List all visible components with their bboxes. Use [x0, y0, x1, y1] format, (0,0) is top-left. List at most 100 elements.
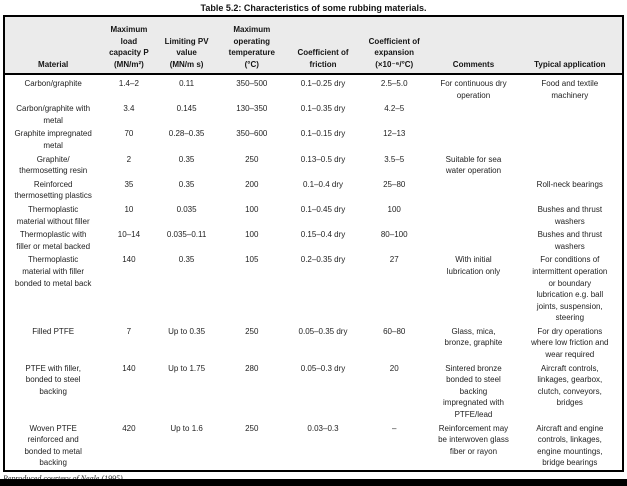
- cell-coefficient_of_friction: 0.05–0.35 dry: [298, 326, 348, 336]
- cell-max_operating_temperature: 250: [245, 423, 259, 433]
- cell-comments: [429, 127, 517, 152]
- cell-material: Carbon/graphite: [24, 79, 82, 88]
- cell-material: Thermoplastic with filler or metal backe…: [16, 230, 91, 251]
- cell-limiting_pv_value: 0.035–0.11: [166, 230, 207, 240]
- table-title: Table 5.2: Characteristics of some rubbi…: [200, 3, 427, 13]
- cell-comments: [429, 102, 517, 127]
- table-row: Carbon/graphite 1.4–2 0.11 350–500 0.1–0.25 …: [4, 74, 623, 102]
- column-header-max_operating_temperature: Maximum operating temperature (°C): [216, 16, 287, 75]
- table-row: Thermoplastic with filler or metal backe…: [4, 228, 623, 253]
- cell-limiting_pv_value: 0.35: [178, 255, 195, 265]
- cell-max_operating_temperature: 280: [245, 363, 259, 373]
- cell-comments: With initial lubrication only: [446, 255, 501, 276]
- table-header: Material Maximum load capacity P (MN/m²) L…: [4, 16, 623, 75]
- cell-material: Graphite impregnated metal: [14, 129, 92, 150]
- cell-coefficient_of_expansion: 4.2–5: [384, 104, 405, 114]
- table-row: PTFE with filler, bonded to steel backin…: [4, 362, 623, 422]
- table-row: Filled PTFE 7 Up to 0.35 250 0.05–0.35 dry 60…: [4, 325, 623, 362]
- table-body: Carbon/graphite 1.4–2 0.11 350–500 0.1–0.25 …: [4, 74, 623, 471]
- column-header-comments: Comments: [429, 16, 518, 75]
- cell-coefficient_of_expansion: 60–80: [383, 326, 406, 336]
- cell-max_operating_temperature: 100: [245, 230, 259, 240]
- cell-limiting_pv_value: 0.035: [176, 204, 197, 214]
- cell-material: Thermoplastic material without filler: [16, 204, 90, 226]
- table-row: Thermoplastic material with filler bonde…: [4, 253, 623, 325]
- table-row: Graphite/ thermosetting resin 2 0.35 250 0.1…: [4, 153, 623, 178]
- cell-typical_application: For conditions of intermittent operation…: [532, 255, 608, 323]
- cell-max_load_capacity: 10–14: [117, 230, 141, 240]
- cell-coefficient_of_expansion: 25–80: [383, 179, 406, 189]
- cell-max_load_capacity: 3.4: [123, 104, 135, 114]
- cell-max_operating_temperature: 350–600: [236, 129, 268, 139]
- rubbing-materials-table: Material Maximum load capacity P (MN/m²) L…: [3, 15, 624, 472]
- column-header-coefficient_of_friction: Coefficient of friction: [286, 16, 360, 75]
- cell-typical_application: [518, 153, 623, 178]
- cell-coefficient_of_friction: 0.05–0.3 dry: [300, 363, 346, 373]
- cell-comments: [429, 228, 517, 253]
- cell-typical_application: Bushes and thrust washers: [537, 204, 603, 226]
- cell-typical_application: [518, 102, 623, 127]
- cell-max_operating_temperature: 350–500: [236, 79, 268, 88]
- cell-max_operating_temperature: 100: [245, 204, 259, 214]
- cell-limiting_pv_value: 0.28–0.35: [168, 129, 205, 139]
- cell-comments: [429, 178, 517, 203]
- cell-coefficient_of_friction: 0.13–0.5 dry: [300, 154, 346, 164]
- cell-coefficient_of_friction: 0.1–0.25 dry: [300, 79, 346, 88]
- cell-coefficient_of_expansion: 3.5–5: [384, 154, 405, 164]
- cell-comments: [429, 203, 517, 228]
- cell-coefficient_of_friction: 0.1–0.4 dry: [302, 179, 344, 189]
- cell-comments: Sintered bronze bonded to steel backing …: [443, 363, 504, 420]
- cell-typical_application: Aircraft controls, linkages, gearbox, cl…: [537, 363, 603, 408]
- cell-coefficient_of_expansion: –: [391, 423, 397, 433]
- cell-max_operating_temperature: 200: [245, 179, 259, 189]
- cell-material: Carbon/graphite with metal: [16, 104, 91, 125]
- cell-limiting_pv_value: Up to 0.35: [168, 326, 206, 336]
- cell-material: PTFE with filler, bonded to steel backin…: [25, 363, 81, 396]
- cell-max_load_capacity: 420: [122, 423, 136, 433]
- cell-typical_application: Roll-neck bearings: [536, 179, 603, 189]
- column-header-limiting_pv_value: Limiting PV value (MN/m s): [156, 16, 217, 75]
- cell-max_operating_temperature: 250: [245, 326, 259, 336]
- cell-material: Thermoplastic material with filler bonde…: [14, 255, 92, 288]
- column-header-max_load_capacity: Maximum load capacity P (MN/m²): [101, 16, 157, 75]
- cell-typical_application: [518, 127, 623, 152]
- cell-coefficient_of_friction: 0.03–0.3: [307, 423, 339, 433]
- cell-limiting_pv_value: Up to 1.75: [168, 363, 206, 373]
- cell-max_load_capacity: 2: [126, 154, 132, 164]
- cell-typical_application: Food and textile machinery: [541, 79, 599, 100]
- cell-max_load_capacity: 35: [124, 179, 134, 189]
- cell-comments: For continuous dry operation: [440, 79, 507, 100]
- cell-typical_application: Bushes and thrust washers: [537, 230, 603, 251]
- cell-max_operating_temperature: 250: [245, 154, 259, 164]
- cell-typical_application: For dry operations where low friction an…: [531, 326, 609, 360]
- cell-limiting_pv_value: 0.35: [178, 179, 195, 189]
- cell-coefficient_of_expansion: 80–100: [380, 230, 408, 240]
- cell-coefficient_of_friction: 0.1–0.15 dry: [300, 129, 346, 139]
- cell-limiting_pv_value: 0.35: [178, 154, 195, 164]
- cell-material: Woven PTFE reinforced and bonded to meta…: [24, 423, 82, 468]
- cell-max_load_capacity: 70: [124, 129, 134, 139]
- cell-comments: Reinforcement may be interwoven glass fi…: [438, 423, 509, 456]
- cell-limiting_pv_value: 0.145: [176, 104, 197, 114]
- source-credit: Reproduced courtesy of Neale (1995).: [3, 474, 627, 484]
- cell-max_operating_temperature: 130–350: [236, 104, 268, 114]
- table-row: Carbon/graphite with metal 3.4 0.145 130–35…: [4, 102, 623, 127]
- cell-coefficient_of_expansion: 12–13: [383, 129, 406, 139]
- cell-limiting_pv_value: 0.11: [179, 79, 195, 88]
- table-row: Reinforced thermosetting plastics 35 0.35 2…: [4, 178, 623, 203]
- cell-coefficient_of_expansion: 27: [389, 255, 399, 265]
- cell-coefficient_of_friction: 0.15–0.4 dry: [300, 230, 346, 240]
- column-header-material: Material: [4, 16, 102, 75]
- table-row: Thermoplastic material without filler 10 0…: [4, 203, 623, 228]
- header-row: Material Maximum load capacity P (MN/m²) L…: [4, 16, 623, 75]
- cell-typical_application: Aircraft and engine controls, linkages, …: [536, 423, 604, 468]
- column-header-typical_application: Typical application: [517, 16, 623, 75]
- cell-comments: Glass, mica, bronze, graphite: [444, 326, 503, 348]
- table-row: Woven PTFE reinforced and bonded to meta…: [4, 422, 623, 471]
- cell-max_load_capacity: 140: [122, 255, 136, 265]
- cell-coefficient_of_friction: 0.1–0.35 dry: [300, 104, 346, 114]
- cell-max_load_capacity: 1.4–2: [118, 79, 139, 88]
- cell-max_operating_temperature: 105: [245, 255, 259, 265]
- cell-material: Reinforced thermosetting plastics: [14, 179, 92, 201]
